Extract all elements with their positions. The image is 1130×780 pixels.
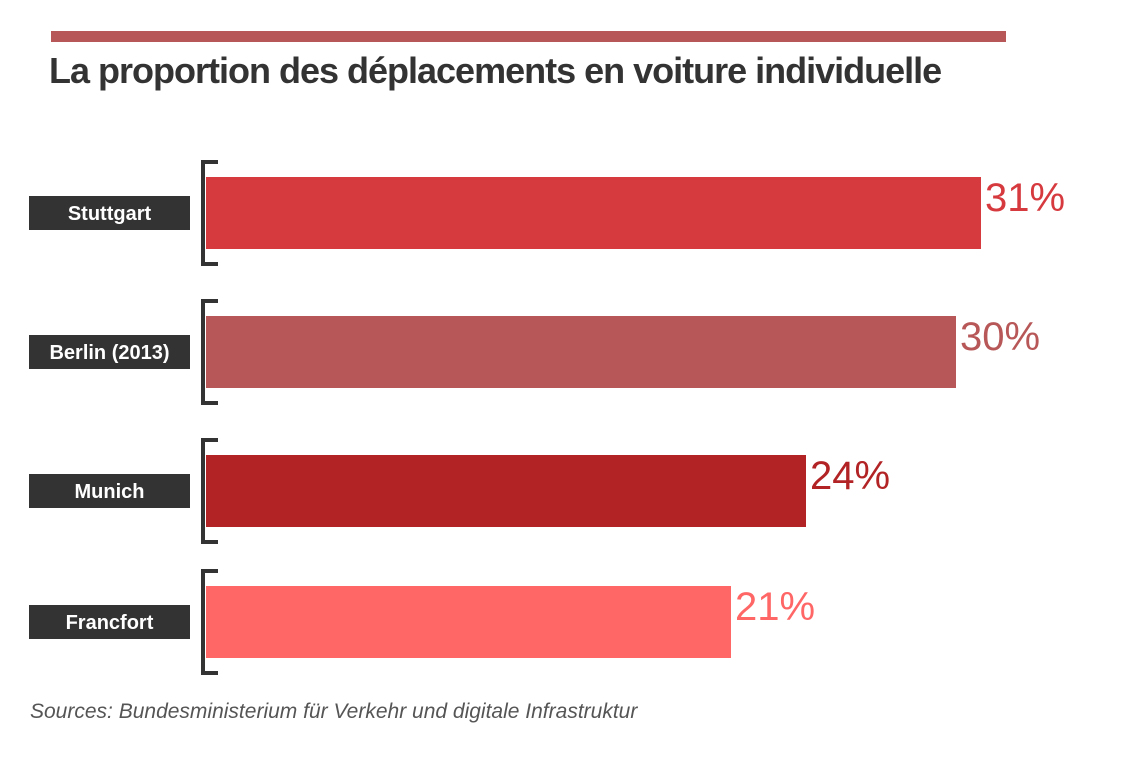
bar-chart: Stuttgart 31% Berlin (2013) 30% Munich 24% Fra… bbox=[29, 160, 1065, 675]
bracket-berlin-2013 bbox=[201, 299, 218, 405]
category-label-box-stuttgart bbox=[29, 196, 190, 230]
bar-munich bbox=[206, 455, 806, 527]
value-label-francfort: 21% bbox=[735, 585, 815, 629]
source-note: Sources: Bundesministerium für Verkehr u… bbox=[30, 700, 638, 723]
bracket-francfort bbox=[201, 569, 218, 675]
category-label-box-munich bbox=[29, 474, 190, 508]
category-label-munich: Munich bbox=[75, 481, 145, 503]
category-label-berlin-2013: Berlin (2013) bbox=[49, 342, 169, 364]
bar-francfort bbox=[206, 586, 731, 658]
category-label-box-berlin-2013 bbox=[29, 335, 190, 369]
value-label-munich: 24% bbox=[810, 454, 890, 498]
bar-berlin-2013 bbox=[206, 316, 956, 388]
category-label-stuttgart: Stuttgart bbox=[68, 203, 152, 225]
bracket-stuttgart bbox=[201, 160, 218, 266]
value-label-berlin-2013: 30% bbox=[960, 315, 1040, 359]
bar-stuttgart bbox=[206, 177, 981, 249]
top-accent-rule bbox=[51, 31, 1006, 42]
value-label-stuttgart: 31% bbox=[985, 176, 1065, 220]
category-label-francfort: Francfort bbox=[66, 612, 154, 634]
category-label-box-francfort bbox=[29, 605, 190, 639]
chart-title: La proportion des déplacements en voitur… bbox=[49, 50, 942, 91]
bracket-munich bbox=[201, 438, 218, 544]
